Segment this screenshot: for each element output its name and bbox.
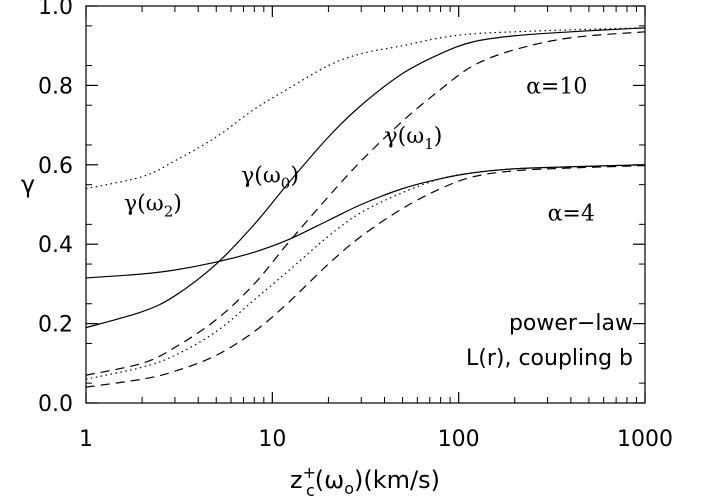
y-axis-label: γ	[21, 171, 35, 199]
y-tick-label: 0.4	[38, 233, 73, 258]
series-line-1	[85, 27, 646, 329]
y-tick-label: 0.0	[38, 392, 73, 417]
y-tick-label: 0.2	[38, 313, 73, 338]
x-tick-label: 10	[258, 427, 286, 452]
plot-frame	[85, 5, 646, 404]
annotation-alpha-10: α=10	[526, 74, 587, 99]
series-line-6	[85, 164, 646, 380]
annotation-gamma-omega1: γ(ω1)	[385, 124, 443, 153]
curves-layer	[85, 27, 646, 388]
x-axis-label: z+ c(ωo)(km/s)	[290, 463, 440, 500]
series-line-5	[85, 164, 646, 388]
series-line-2	[85, 31, 646, 376]
series-line-3	[85, 27, 646, 190]
x-tick-label: 1	[79, 427, 93, 452]
x-tick-label: 100	[438, 427, 480, 452]
annotation-gamma-omega2: γ(ω2)	[124, 191, 182, 220]
x-tick-label: 1000	[617, 427, 673, 452]
y-tick-label: 0.6	[38, 154, 73, 179]
labels-layer: 1 10 100 1000 0.0 0.2 0.4 0.6 0.8 1.0 γ z+ c(ωo)(km/…	[21, 0, 673, 500]
note-line-2: L(r), coupling b	[466, 346, 633, 371]
ticks-layer	[85, 5, 646, 404]
annotation-alpha-4: α=4	[548, 201, 595, 226]
series-line-4	[85, 164, 646, 279]
note-line-1: power−law	[509, 311, 633, 336]
y-tick-label: 1.0	[38, 0, 73, 20]
annotation-gamma-omega0: γ(ω0)	[241, 164, 299, 193]
y-tick-label: 0.8	[38, 74, 73, 99]
